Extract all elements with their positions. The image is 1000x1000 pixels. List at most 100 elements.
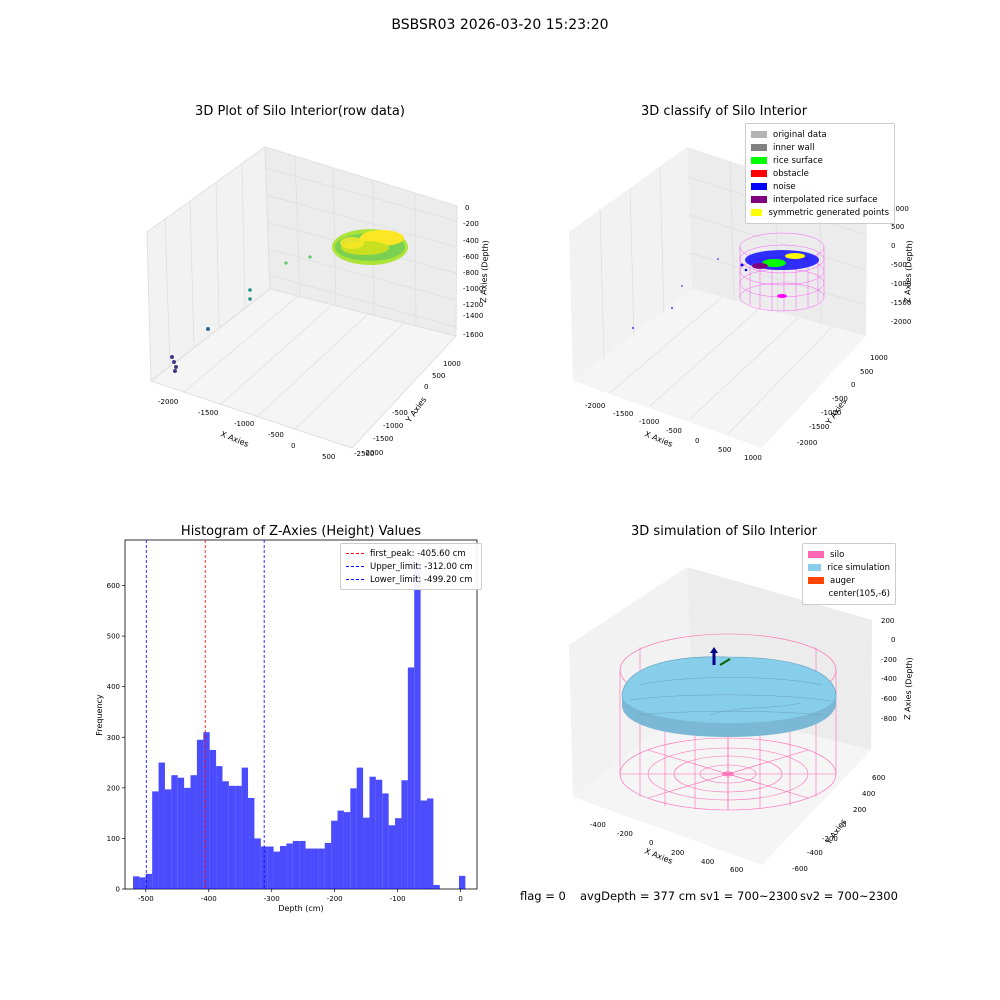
p1-xtick: -1500 (198, 409, 218, 417)
p4-ytick: 0 (842, 821, 846, 829)
histogram-bar (350, 788, 357, 889)
histogram-bar (433, 884, 440, 889)
legend-item-first-peak: first_peak: -405.60 cm (346, 547, 476, 560)
p2-xtick: 0 (695, 437, 699, 445)
histogram-bar (292, 840, 300, 889)
p4-xtick: -400 (590, 821, 606, 829)
histogram-bar (414, 562, 421, 889)
histogram-bar (337, 810, 344, 889)
panel4-title: 3D simulation of Silo Interior (631, 524, 817, 539)
legend-swatch (751, 170, 767, 177)
legend-swatch (751, 183, 767, 190)
p1-zlabel: Z Axies (Depth) (479, 240, 490, 303)
p2-ztick: 0 (891, 242, 895, 250)
p2-xtick: -500 (666, 427, 682, 435)
histogram-bar (196, 739, 204, 889)
p2-xtick: 1000 (744, 454, 762, 462)
p1-ytick: -1500 (373, 435, 393, 443)
histogram-bar (311, 848, 319, 889)
p2-ytick: 1000 (870, 354, 888, 362)
p2-ytick: 0 (851, 381, 855, 389)
p4-zlabel: Z Axies (Depth) (903, 657, 914, 720)
histogram-bar (216, 766, 223, 889)
legend-swatch (808, 551, 824, 558)
footer-sv1: sv1 = 700~2300 (700, 889, 798, 903)
legend-swatch (751, 131, 767, 138)
histogram-bar (331, 820, 338, 889)
p1-ytick: -2500 (354, 450, 374, 458)
histogram-ytick-label: 400 (107, 683, 120, 691)
p1-ytick: 500 (432, 372, 445, 380)
p2-ytick: -1000 (821, 409, 841, 417)
histogram-bar (228, 785, 236, 889)
histogram-bar (158, 762, 165, 889)
histogram-ytick-label: 500 (107, 633, 120, 641)
p2-zlabel: Z Axies (Depth) (903, 240, 914, 303)
p1-xtick: -1000 (234, 420, 254, 428)
histogram-bar (458, 875, 466, 889)
legend-item-center: center(105,-6) (808, 587, 890, 600)
p2-ztick: 1000 (891, 205, 909, 213)
p4-ytick: -400 (807, 849, 823, 857)
legend-item-obstacle: obstacle (751, 167, 889, 180)
p2-ztick: -2000 (891, 318, 911, 326)
p4-ztick: -600 (881, 695, 897, 703)
panel2-title: 3D classify of Silo Interior (640, 104, 808, 119)
histogram-bar (324, 842, 332, 889)
legend-swatch (751, 209, 763, 216)
p1-ztick: -1600 (463, 331, 483, 339)
legend-item-lower-limit: Lower_limit: -499.20 cm (346, 573, 476, 586)
histogram-chart: -500 -400 -300 -200 -100 0 0 100 200 300 400 500 60… (95, 539, 478, 913)
raw-scatter (170, 229, 408, 373)
histogram-bar (133, 876, 140, 889)
histogram-bar (407, 667, 415, 889)
histogram-bar (152, 791, 159, 889)
histogram-bar (267, 846, 274, 889)
footer-avg-depth: avgDepth = 377 cm (580, 889, 697, 903)
histogram-bar (318, 848, 325, 889)
histogram-bar (235, 785, 242, 889)
histogram-xticks: -500 -400 -300 -200 -100 0 (138, 889, 463, 903)
p2-xtick: -1500 (613, 410, 633, 418)
histogram-bar (369, 776, 376, 889)
p2-ztick: -1000 (891, 280, 911, 288)
histogram-xtick-label: -500 (138, 895, 154, 903)
histogram-legend: first_peak: -405.60 cm Upper_limit: -312… (340, 543, 482, 590)
p4-ytick: 200 (853, 806, 866, 814)
histogram-bar (184, 787, 191, 889)
histogram-yticks: 0 100 200 300 400 500 600 (107, 582, 125, 894)
legend-item-upper-limit: Upper_limit: -312.00 cm (346, 560, 476, 573)
legend-swatch (751, 157, 767, 164)
legend-item-rice-simulation: rice simulation (808, 561, 890, 574)
footer-flag: flag = 0 (520, 889, 566, 903)
figure-title: BSBSR03 2026-03-20 15:23:20 (391, 17, 609, 33)
p2-ztick: -500 (891, 261, 907, 269)
legend-line (346, 566, 364, 567)
p4-xtick: 600 (730, 866, 743, 874)
histogram-bar (254, 838, 261, 889)
p2-ytick: -500 (832, 395, 848, 403)
p1-ztick: -200 (463, 220, 479, 228)
p4-ytick: -200 (822, 835, 838, 843)
p4-ztick: 200 (881, 617, 894, 625)
legend-item-silo: silo (808, 548, 890, 561)
p1-ztick: -1400 (463, 312, 483, 320)
p1-xtick: -500 (268, 431, 284, 439)
p1-ytick: -1000 (383, 422, 403, 430)
p4-ztick: -200 (881, 656, 897, 664)
legend-item-inner-wall: inner wall (751, 141, 889, 154)
p4-xtick: -200 (617, 830, 633, 838)
legend-swatch (751, 144, 767, 151)
histogram-ytick-label: 300 (107, 734, 120, 742)
p4-ytick: 600 (872, 774, 885, 782)
p1-ztick: -600 (463, 253, 479, 261)
p1-ztick: 0 (465, 204, 469, 212)
histogram-bar (395, 818, 402, 889)
panel2-legend: original data inner wall rice surface ob… (745, 123, 895, 224)
p4-ytick: 400 (862, 790, 875, 798)
histogram-bar (164, 789, 172, 889)
histogram-bar (139, 877, 146, 889)
legend-item-noise: noise (751, 180, 889, 193)
histogram-bar (363, 817, 370, 889)
p4-xtick: 200 (671, 849, 684, 857)
